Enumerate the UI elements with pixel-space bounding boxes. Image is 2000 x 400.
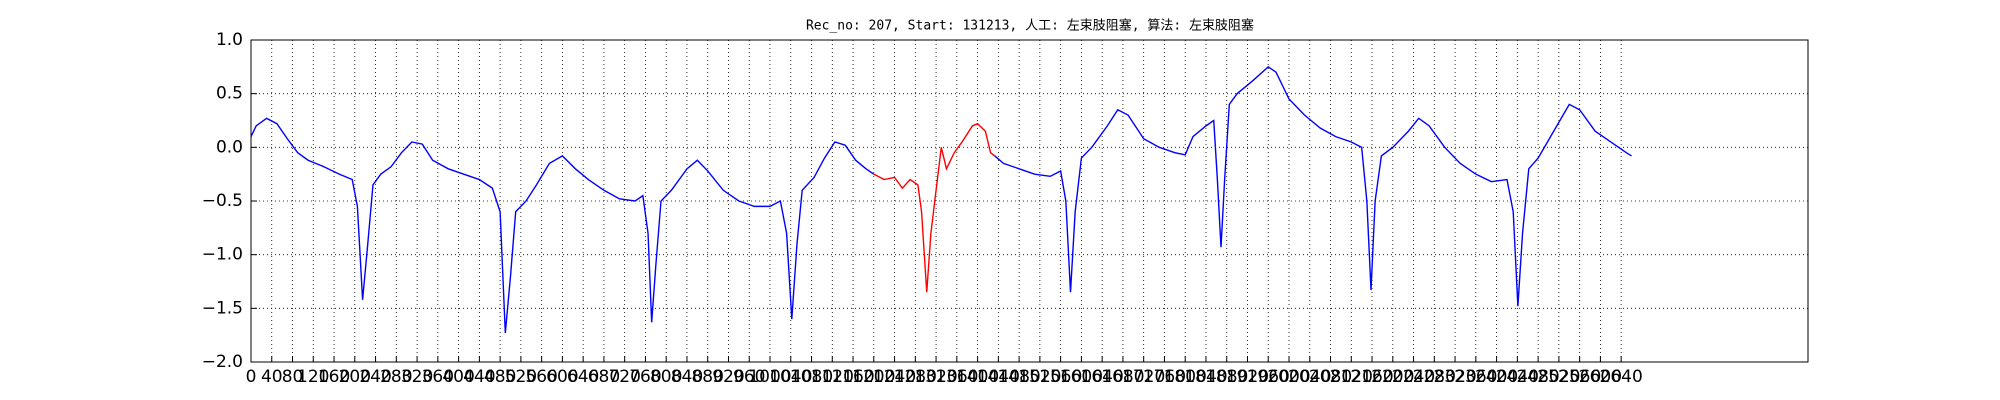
y-tick-label: 1.0 xyxy=(216,30,243,50)
x-tick-label: 2400 xyxy=(1475,367,1518,387)
chart-title: Rec_no: 207, Start: 131213, 人工: 左束肢阻塞, 算… xyxy=(806,18,1254,34)
x-tick-label: 2240 xyxy=(1392,367,1435,387)
x-tick-label: 1000 xyxy=(748,367,791,387)
x-tick-label: 640 xyxy=(567,367,599,387)
x-tick-label: 1960 xyxy=(1247,367,1290,387)
x-tick-label: 1920 xyxy=(1226,367,1269,387)
x-tick-label: 800 xyxy=(650,367,682,387)
y-tick-label: −1.5 xyxy=(202,298,243,318)
x-tick-label: 1680 xyxy=(1101,367,1144,387)
x-tick-label: 1400 xyxy=(956,367,999,387)
x-tick-label: 1040 xyxy=(769,367,812,387)
x-tick-label: 2440 xyxy=(1496,367,1539,387)
x-tick-label: 40 xyxy=(261,367,283,387)
x-tick-label: 1160 xyxy=(831,367,874,387)
ecg-line xyxy=(250,65,1632,334)
x-tick-label: 200 xyxy=(339,367,371,387)
y-tick-label: 0.5 xyxy=(216,84,243,104)
x-tick-label: 2080 xyxy=(1309,367,1352,387)
y-tick-label: −0.5 xyxy=(202,191,243,211)
x-tick-label: 2480 xyxy=(1516,367,1559,387)
x-tick-label: 1240 xyxy=(873,367,916,387)
x-tick-label: 520 xyxy=(505,367,537,387)
x-tick-label: 880 xyxy=(691,367,723,387)
x-tick-label: 720 xyxy=(608,367,640,387)
x-tick-label: 840 xyxy=(671,367,703,387)
x-tick-label: 1320 xyxy=(914,367,957,387)
x-tick-label: 400 xyxy=(442,367,474,387)
x-tick-label: 1200 xyxy=(852,367,895,387)
x-tick-label: 1840 xyxy=(1184,367,1227,387)
x-tick-label: 2360 xyxy=(1454,367,1497,387)
x-tick-label: 1720 xyxy=(1122,367,1165,387)
y-tick-label: 0.0 xyxy=(216,137,243,157)
x-tick-label: 0 xyxy=(246,367,257,387)
x-tick-label: 1600 xyxy=(1060,367,1103,387)
x-tick-label: 2600 xyxy=(1579,367,1622,387)
x-tick-label: 2000 xyxy=(1267,367,1310,387)
x-tick-label: 2200 xyxy=(1371,367,1414,387)
x-tick-label: 480 xyxy=(484,367,516,387)
x-tick-label: 240 xyxy=(359,367,391,387)
x-tick-label: 2040 xyxy=(1288,367,1331,387)
x-tick-label: 1560 xyxy=(1039,367,1082,387)
x-tick-label: 960 xyxy=(733,367,765,387)
x-tick-label: 320 xyxy=(401,367,433,387)
x-tick-label: 1760 xyxy=(1143,367,1186,387)
x-tick-label: 160 xyxy=(318,367,350,387)
x-tick-label: 440 xyxy=(463,367,495,387)
x-tick-label: 1440 xyxy=(977,367,1020,387)
x-tick-label: 1360 xyxy=(935,367,978,387)
x-tick-label: 2560 xyxy=(1558,367,1601,387)
x-tick-label: 80 xyxy=(282,367,304,387)
x-tick-label: 680 xyxy=(588,367,620,387)
x-tick-label: 120 xyxy=(297,367,329,387)
x-tick-label: 1080 xyxy=(790,367,833,387)
x-tick-label: 2160 xyxy=(1350,367,1393,387)
y-tick-label: −2.0 xyxy=(202,352,243,372)
ecg-line xyxy=(873,122,996,293)
x-tick-label: 2280 xyxy=(1413,367,1456,387)
x-tick-label: 1280 xyxy=(894,367,937,387)
y-tick-label: −1.0 xyxy=(202,245,243,265)
x-tick-label: 560 xyxy=(525,367,557,387)
plot-frame xyxy=(250,39,1809,363)
x-tick-label: 280 xyxy=(380,367,412,387)
x-tick-label: 2520 xyxy=(1537,367,1580,387)
x-tick-label: 1120 xyxy=(811,367,854,387)
x-tick-label: 760 xyxy=(629,367,661,387)
x-tick-label: 1800 xyxy=(1164,367,1207,387)
x-tick-label: 1880 xyxy=(1205,367,1248,387)
x-tick-label: 1640 xyxy=(1081,367,1124,387)
x-tick-label: 600 xyxy=(546,367,578,387)
x-tick-label: 1520 xyxy=(1018,367,1061,387)
x-tick-label: 2120 xyxy=(1330,367,1373,387)
x-tick-label: 2320 xyxy=(1433,367,1476,387)
x-tick-label: 1480 xyxy=(997,367,1040,387)
x-tick-label: 360 xyxy=(422,367,454,387)
x-tick-label: 2640 xyxy=(1600,367,1643,387)
x-tick-label: 920 xyxy=(712,367,744,387)
